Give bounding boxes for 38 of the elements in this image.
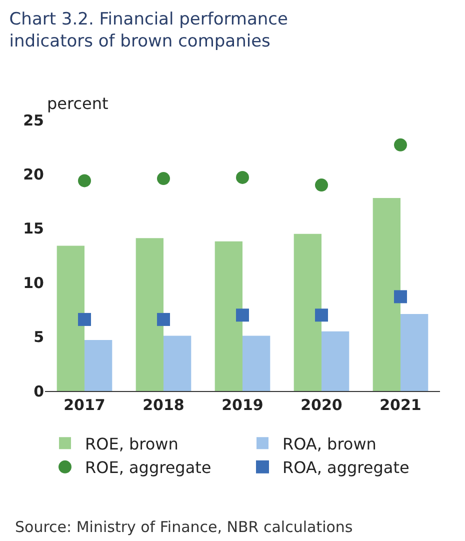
point (236, 308, 249, 322)
x-tick-label: 2019 (222, 396, 264, 414)
bar (242, 336, 270, 391)
y-tick-label: 15 (23, 220, 44, 238)
x-tick-label: 2020 (300, 396, 342, 414)
point (78, 312, 91, 326)
bar (164, 336, 192, 391)
point (236, 170, 249, 184)
source-note: Source: Ministry of Finance, NBR calculations (15, 518, 353, 536)
y-axis-title: percent (47, 94, 108, 113)
bar (322, 331, 350, 391)
bar (400, 314, 428, 391)
x-tick-label: 2017 (64, 396, 106, 414)
point (157, 172, 170, 186)
bar (136, 238, 164, 391)
y-tick-label: 10 (23, 274, 44, 292)
bar (372, 198, 400, 391)
point (157, 312, 170, 326)
legend-label: ROE, brown (85, 434, 178, 454)
chart-title: Chart 3.2. Financial performance indicators of brown companies (9, 9, 288, 52)
legend-label: ROE, aggregate (85, 458, 212, 478)
point (315, 308, 328, 322)
y-tick-label: 20 (23, 165, 44, 184)
y-tick-label: 0 (34, 382, 44, 400)
bar (84, 340, 112, 391)
y-tick-label: 5 (34, 328, 44, 346)
point (315, 178, 328, 192)
legend-label: ROA, brown (282, 434, 376, 454)
bar (56, 246, 84, 391)
x-tick-label: 2021 (380, 396, 422, 414)
point (394, 290, 407, 304)
bar (294, 234, 322, 391)
x-tick-label: 2018 (142, 396, 184, 414)
point (394, 138, 407, 152)
y-tick-label: 25 (23, 111, 44, 130)
bar (214, 241, 242, 391)
point (78, 174, 91, 188)
legend-label: ROA, aggregate (282, 458, 410, 478)
